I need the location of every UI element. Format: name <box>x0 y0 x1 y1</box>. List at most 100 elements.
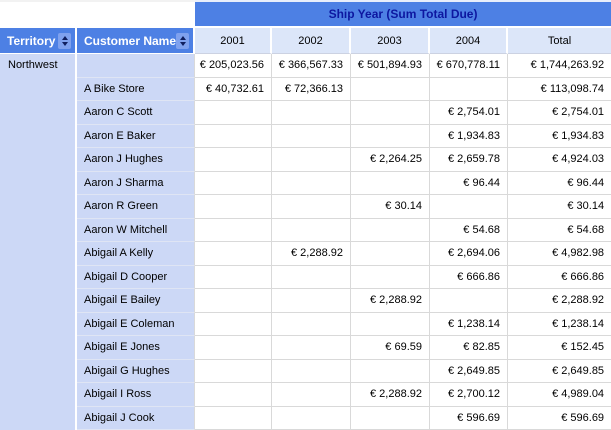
value-cell-total: € 4,982.98 <box>508 242 611 266</box>
customer-name-cell: Aaron R Green <box>77 195 195 219</box>
value-cell-2003: € 2,288.92 <box>351 289 430 313</box>
value-cell-2001 <box>195 265 272 289</box>
sort-desc-arrow-icon <box>179 41 186 46</box>
value-cell-total: € 2,649.85 <box>508 359 611 383</box>
value-cell-total: € 2,288.92 <box>508 289 611 313</box>
table-row: Abigail E Jones € 69.59 € 82.85 € 152.45 <box>0 336 611 360</box>
table-row: Aaron E Baker € 1,934.83 € 1,934.83 <box>0 124 611 148</box>
corner-spacer <box>0 0 195 28</box>
value-cell-2004 <box>430 289 508 313</box>
value-cell-total: € 1,934.83 <box>508 124 611 148</box>
value-cell-2003 <box>351 171 430 195</box>
table-row: Abigail G Hughes € 2,649.85 € 2,649.85 <box>0 359 611 383</box>
value-cell-2001 <box>195 336 272 360</box>
value-cell-2004: € 670,778.11 <box>430 54 508 78</box>
customer-name-cell <box>77 54 195 78</box>
value-cell-total: € 2,754.01 <box>508 101 611 125</box>
table-row: Abigail I Ross € 2,288.92 € 2,700.12 € 4… <box>0 383 611 407</box>
value-cell-2004: € 666.86 <box>430 265 508 289</box>
customer-name-cell: Abigail J Cook <box>77 406 195 430</box>
table-row: Aaron J Hughes € 2,264.25 € 2,659.78 € 4… <box>0 148 611 172</box>
value-cell-2001 <box>195 242 272 266</box>
value-cell-2003 <box>351 242 430 266</box>
value-cell-2001: € 40,732.61 <box>195 77 272 101</box>
value-cell-2002 <box>272 359 351 383</box>
banner-title: Ship Year (Sum Total Due) <box>195 0 611 28</box>
territory-cell: Northwest <box>0 54 77 430</box>
customer-name-header-label: Customer Name <box>84 33 177 48</box>
value-cell-2003 <box>351 406 430 430</box>
value-cell-2002 <box>272 265 351 289</box>
value-cell-2001 <box>195 289 272 313</box>
grid-body: Northwest € 205,023.56 € 366,567.33 € 50… <box>0 54 611 430</box>
value-cell-2004: € 2,700.12 <box>430 383 508 407</box>
customer-name-cell: Abigail A Kelly <box>77 242 195 266</box>
table-row: Abigail E Coleman € 1,238.14 € 1,238.14 <box>0 312 611 336</box>
value-cell-2003: € 2,264.25 <box>351 148 430 172</box>
value-cell-2002 <box>272 195 351 219</box>
value-cell-2004: € 96.44 <box>430 171 508 195</box>
column-header-2001: 2001 <box>195 28 272 54</box>
column-header-territory[interactable]: Territory <box>0 28 77 54</box>
column-header-customer-name[interactable]: Customer Name <box>77 28 195 54</box>
value-cell-2001 <box>195 195 272 219</box>
value-cell-total: € 96.44 <box>508 171 611 195</box>
value-cell-2002 <box>272 101 351 125</box>
value-cell-2003 <box>351 359 430 383</box>
value-cell-2002 <box>272 383 351 407</box>
value-cell-2004 <box>430 195 508 219</box>
value-cell-2001 <box>195 383 272 407</box>
table-row: Abigail A Kelly € 2,288.92 € 2,694.06 € … <box>0 242 611 266</box>
column-header-2002: 2002 <box>272 28 351 54</box>
value-cell-2004: € 1,238.14 <box>430 312 508 336</box>
value-cell-2002: € 72,366.13 <box>272 77 351 101</box>
value-cell-total: € 54.68 <box>508 218 611 242</box>
value-cell-2002 <box>272 289 351 313</box>
value-cell-2004: € 54.68 <box>430 218 508 242</box>
sort-asc-arrow-icon <box>61 35 68 40</box>
value-cell-2002: € 2,288.92 <box>272 242 351 266</box>
value-cell-2003 <box>351 312 430 336</box>
sort-updown-icon[interactable] <box>176 32 190 49</box>
customer-name-cell: A Bike Store <box>77 77 195 101</box>
value-cell-2002 <box>272 336 351 360</box>
sort-desc-arrow-icon <box>61 41 68 46</box>
table-row: Aaron W Mitchell € 54.68 € 54.68 <box>0 218 611 242</box>
value-cell-total: € 1,238.14 <box>508 312 611 336</box>
table-row: Abigail D Cooper € 666.86 € 666.86 <box>0 265 611 289</box>
value-cell-total: € 152.45 <box>508 336 611 360</box>
column-header-2003: 2003 <box>351 28 430 54</box>
value-cell-2001 <box>195 359 272 383</box>
sort-updown-icon[interactable] <box>58 32 71 49</box>
value-cell-2002 <box>272 148 351 172</box>
table-row: A Bike Store € 40,732.61 € 72,366.13 € 1… <box>0 77 611 101</box>
value-cell-2003: € 30.14 <box>351 195 430 219</box>
value-cell-total: € 1,744,263.92 <box>508 54 611 78</box>
value-cell-2004: € 82.85 <box>430 336 508 360</box>
customer-name-cell: Aaron J Sharma <box>77 171 195 195</box>
value-cell-2003 <box>351 265 430 289</box>
customer-name-cell: Abigail G Hughes <box>77 359 195 383</box>
customer-name-cell: Aaron C Scott <box>77 101 195 125</box>
value-cell-total: € 596.69 <box>508 406 611 430</box>
value-cell-2003: € 2,288.92 <box>351 383 430 407</box>
sort-asc-arrow-icon <box>179 35 186 40</box>
table-row: Aaron R Green € 30.14 € 30.14 <box>0 195 611 219</box>
table-row: Abigail E Bailey € 2,288.92 € 2,288.92 <box>0 289 611 313</box>
value-cell-2003 <box>351 218 430 242</box>
customer-name-cell: Abigail E Coleman <box>77 312 195 336</box>
value-cell-2001: € 205,023.56 <box>195 54 272 78</box>
value-cell-2004: € 2,649.85 <box>430 359 508 383</box>
column-header-total: Total <box>508 28 611 54</box>
value-cell-2003 <box>351 124 430 148</box>
value-cell-total: € 4,989.04 <box>508 383 611 407</box>
banner-row: Ship Year (Sum Total Due) <box>0 0 611 28</box>
customer-name-cell: Aaron E Baker <box>77 124 195 148</box>
table-row: Abigail J Cook € 596.69 € 596.69 <box>0 406 611 430</box>
value-cell-2001 <box>195 218 272 242</box>
value-cell-2004: € 1,934.83 <box>430 124 508 148</box>
customer-name-cell: Aaron W Mitchell <box>77 218 195 242</box>
value-cell-2003 <box>351 77 430 101</box>
customer-name-cell: Abigail E Jones <box>77 336 195 360</box>
value-cell-2004 <box>430 77 508 101</box>
